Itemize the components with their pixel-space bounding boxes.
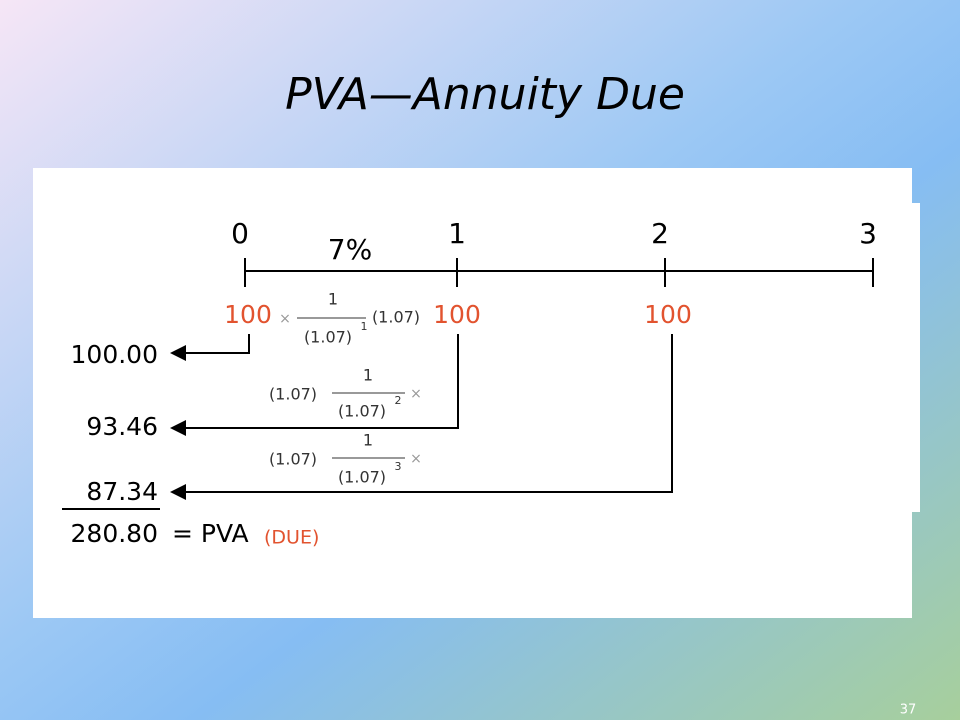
timeline [244, 258, 874, 287]
denominator: (1.07) [338, 468, 386, 487]
period-label: 0 [231, 217, 249, 250]
total-note: (DUE) [264, 527, 319, 549]
denominator: (1.07) [304, 328, 352, 347]
result: 93.46 [86, 412, 158, 441]
times: × [410, 451, 422, 467]
arrow [170, 334, 673, 500]
multiplier: (1.07) [269, 385, 317, 404]
period-label: 2 [651, 217, 669, 250]
result: 100.00 [71, 340, 158, 369]
multiplier: (1.07) [269, 450, 317, 469]
content-panel [33, 168, 912, 618]
total-equals: = PVA [172, 519, 249, 548]
numerator: 1 [363, 366, 373, 385]
total-value: 280.80 [71, 519, 158, 548]
payment: 100 [433, 300, 481, 329]
times: × [279, 311, 291, 327]
period-label: 1 [448, 217, 466, 250]
slide-number: 37 [900, 703, 917, 718]
panel-edge [905, 203, 920, 512]
numerator: 1 [328, 290, 338, 309]
period-label: 3 [859, 217, 877, 250]
rate: 7% [328, 233, 372, 266]
denominator: (1.07) [338, 402, 386, 421]
exponent: 2 [395, 394, 402, 407]
multiplier: (1.07) [372, 308, 420, 327]
arrow [170, 334, 459, 436]
numerator: 1 [363, 431, 373, 450]
title: PVA—Annuity Due [285, 69, 685, 120]
times: × [410, 386, 422, 402]
exponent: 1 [361, 320, 368, 333]
payment: 100 [644, 300, 692, 329]
result: 87.34 [86, 477, 158, 506]
arrow [170, 334, 250, 361]
payment: 100 [224, 300, 272, 329]
exponent: 3 [395, 460, 402, 473]
